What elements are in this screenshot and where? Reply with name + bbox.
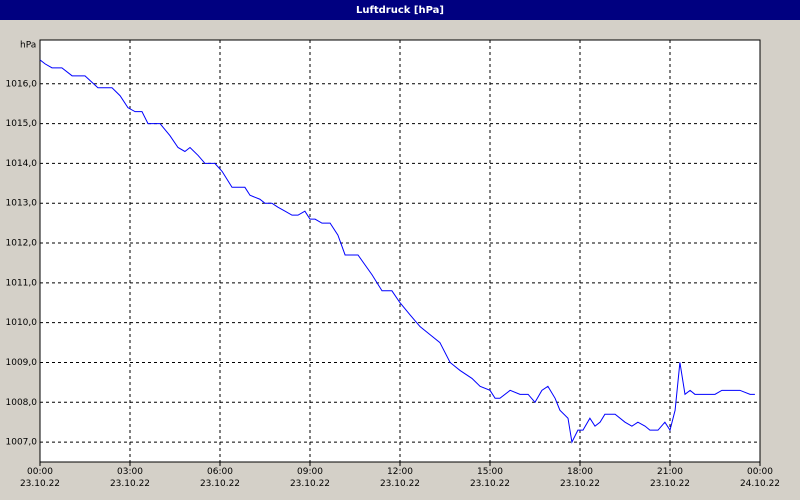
line-series — [39, 59, 755, 444]
y-tick-label: 1012,0 — [6, 239, 38, 249]
x-tick-label: 15:00 23.10.22 — [469, 467, 511, 489]
y-tick-label: 1008,0 — [6, 398, 38, 408]
y-tick-label: 1011,0 — [6, 278, 38, 288]
x-tick-label: 00:00 24.10.22 — [739, 467, 781, 489]
x-tick-label: 03:00 23.10.22 — [109, 467, 151, 489]
y-axis-label: hPa — [20, 41, 36, 51]
y-tick-label: 1016,0 — [6, 79, 38, 89]
y-tick-label: 1014,0 — [6, 159, 38, 169]
x-tick-label: 09:00 23.10.22 — [289, 467, 331, 489]
y-tick-label: 1015,0 — [6, 119, 38, 129]
y-tick-label: 1010,0 — [6, 318, 38, 328]
y-tick-label: 1009,0 — [6, 358, 38, 368]
x-tick-label: 00:00 23.10.22 — [19, 467, 61, 489]
x-tick-label: 06:00 23.10.22 — [199, 467, 241, 489]
chart-title: Luftdruck [hPa] — [356, 5, 444, 16]
y-tick-label: 1007,0 — [6, 438, 38, 448]
title-bar — [0, 0, 800, 20]
x-tick-label: 12:00 23.10.22 — [379, 467, 421, 489]
y-tick-label: 1013,0 — [6, 199, 38, 209]
x-tick-label: 21:00 23.10.22 — [649, 467, 691, 489]
x-tick-label: 18:00 23.10.22 — [559, 467, 601, 489]
